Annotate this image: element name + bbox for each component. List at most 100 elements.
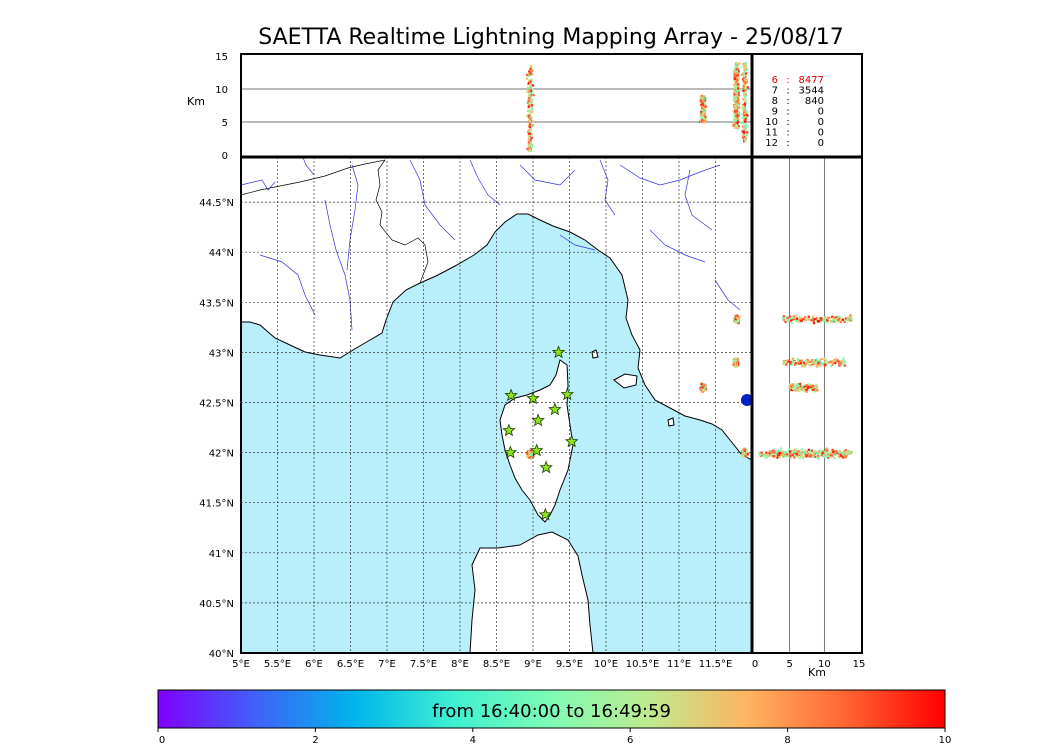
side-lightning-point — [794, 451, 797, 454]
side-lightning-point — [831, 455, 834, 458]
side-lightning-point — [805, 316, 808, 319]
corsica-island — [499, 359, 574, 523]
station-star-icon — [531, 413, 545, 427]
side-lightning-point — [842, 361, 845, 364]
colorbar-tick-label: 8 — [784, 735, 790, 746]
side-lightning-point — [775, 449, 778, 453]
side-lightning-point — [796, 455, 800, 458]
altitude-lightning-point — [703, 107, 706, 111]
altitude-lightning-point — [743, 66, 746, 69]
altitude-lightning-point — [744, 99, 747, 102]
side-lightning-point — [809, 360, 812, 364]
altitude-lightning-point — [743, 68, 746, 71]
altitude-lightning-point — [699, 120, 702, 123]
side-lightning-point — [789, 453, 792, 456]
altitude-lightning-point — [735, 93, 738, 96]
lat-tick-label: 44°N — [209, 248, 234, 259]
capraia-island — [591, 349, 599, 359]
side-lightning-point — [816, 317, 820, 320]
side-lightning-point — [815, 385, 819, 388]
side-lightning-point — [787, 318, 790, 321]
side-lightning-point — [844, 360, 847, 363]
side-lightning-point — [841, 360, 844, 363]
side-lightning-point — [831, 448, 834, 452]
altitude-lightning-point — [733, 78, 736, 82]
altitude-lightning-point — [733, 88, 736, 91]
altitude-lightning-point — [531, 69, 534, 72]
altitude-lightning-point — [532, 94, 535, 97]
altitude-lightning-point — [736, 82, 739, 86]
side-lightning-point — [838, 315, 841, 319]
station-count: 0 — [818, 138, 824, 149]
mainland-land — [241, 157, 752, 461]
side-lightning-point — [832, 320, 835, 323]
side-lightning-point — [795, 317, 799, 320]
side-lightning-point — [795, 452, 798, 456]
altitude-lightning-point — [733, 113, 736, 116]
side-lightning-point — [782, 315, 785, 318]
side-lightning-point — [816, 454, 820, 458]
altitude-lightning-point — [734, 103, 737, 107]
altitude-lightning-point — [529, 142, 533, 146]
altitude-lightning-point — [743, 76, 746, 79]
side-lightning-point — [815, 365, 818, 369]
altitude-lightning-point — [742, 64, 745, 67]
side-lightning-point — [794, 448, 798, 451]
altitude-lightning-point — [703, 113, 706, 116]
side-lightning-point — [805, 390, 808, 393]
altitude-lightning-point — [700, 94, 704, 98]
altitude-lightning-point — [742, 136, 745, 139]
side-lightning-point — [841, 456, 844, 459]
side-lightning-point — [776, 456, 779, 459]
colorbar-tick-label: 6 — [627, 735, 633, 746]
side-lightning-point — [807, 315, 810, 318]
side-lightning-point — [819, 364, 822, 367]
map-lightning-point — [746, 451, 749, 454]
side-lightning-point — [771, 452, 774, 455]
side-lightning-point — [822, 454, 825, 457]
count-separator: : — [786, 75, 789, 86]
side-lightning-point — [768, 450, 771, 453]
altitude-lightning-point — [732, 95, 736, 99]
side-lightning-point — [823, 455, 826, 459]
side-lightning-point — [816, 456, 819, 459]
altitude-lightning-point — [742, 72, 746, 75]
altitude-lightning-point — [527, 87, 530, 91]
station-star-icon — [504, 388, 518, 402]
side-lightning-point — [814, 450, 817, 453]
altitude-lightning-point — [528, 73, 531, 77]
side-lightning-point — [814, 385, 817, 389]
side-lightning-point — [800, 448, 804, 451]
altitude-lightning-point — [743, 105, 746, 109]
altitude-lightning-point — [741, 130, 744, 133]
side-lightning-point — [810, 318, 813, 322]
altitude-lightning-point — [732, 124, 735, 127]
side-lightning-point — [850, 318, 853, 321]
altitude-lightning-point — [742, 130, 745, 133]
station-count: 3544 — [799, 86, 824, 97]
side-lightning-point — [789, 319, 793, 322]
altitude-lightning-point — [744, 86, 747, 89]
side-lightning-point — [808, 449, 812, 453]
station-count: 0 — [818, 107, 824, 118]
side-lightning-point — [800, 363, 803, 366]
side-lightning-point — [822, 358, 826, 361]
side-lightning-point — [784, 360, 787, 364]
side-lightning-point — [803, 387, 806, 390]
side-lightning-point — [817, 457, 820, 460]
altitude-lightning-point — [734, 86, 737, 89]
altitude-lightning-point — [744, 101, 748, 104]
altitude-lightning-point — [742, 113, 745, 116]
map-lightning-point — [745, 450, 749, 453]
altitude-lightning-point — [734, 105, 737, 108]
side-lightning-point — [773, 455, 776, 458]
altitude-lightning-point — [705, 116, 708, 119]
side-lightning-point — [810, 449, 813, 452]
lon-tick-label: 8.5°E — [483, 659, 510, 670]
station-number: 10 — [765, 117, 778, 128]
side-lightning-point — [827, 361, 831, 364]
altitude-lightning-point — [528, 149, 531, 153]
side-lightning-point — [827, 456, 830, 459]
side-lightning-point — [815, 358, 818, 361]
